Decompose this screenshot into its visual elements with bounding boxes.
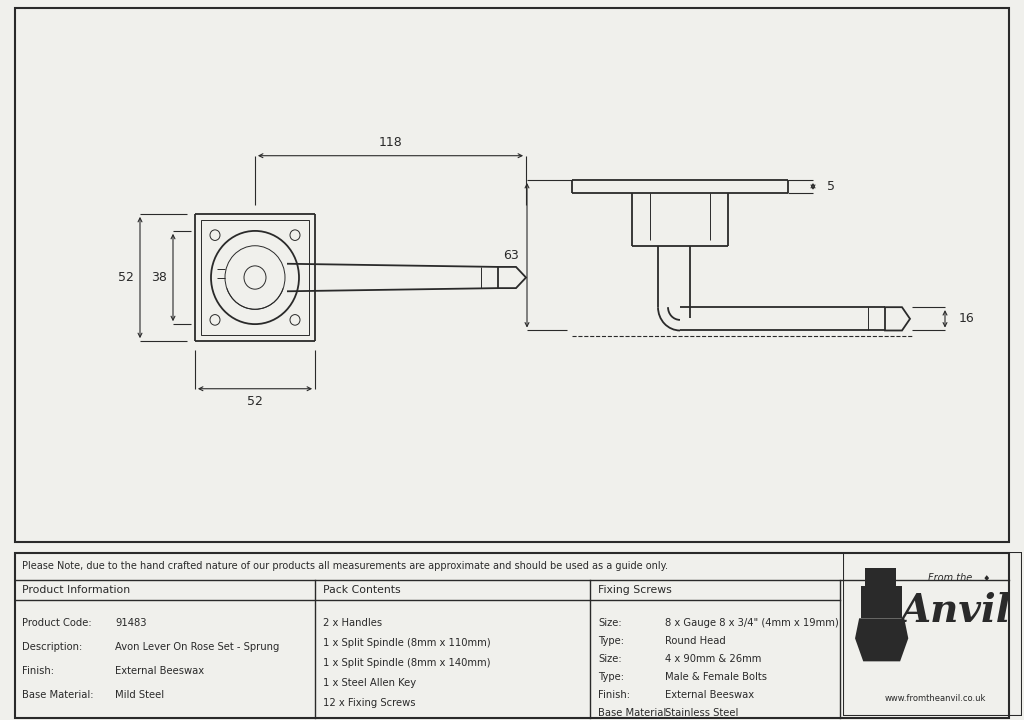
Text: Product Code:: Product Code: <box>22 618 91 628</box>
Text: Stainless Steel: Stainless Steel <box>665 708 738 718</box>
Text: Size:: Size: <box>598 618 622 628</box>
Text: 91483: 91483 <box>115 618 146 628</box>
Text: ♦: ♦ <box>982 574 990 582</box>
Text: 16: 16 <box>959 312 975 325</box>
Text: Type:: Type: <box>598 672 624 682</box>
Text: Pack Contents: Pack Contents <box>323 585 400 595</box>
Text: 2 x Handles: 2 x Handles <box>323 618 382 628</box>
Text: Product Information: Product Information <box>22 585 130 595</box>
Text: Please Note, due to the hand crafted nature of our products all measurements are: Please Note, due to the hand crafted nat… <box>22 562 668 571</box>
Text: Male & Female Bolts: Male & Female Bolts <box>665 672 767 682</box>
Text: 118: 118 <box>379 137 402 150</box>
Text: Fixing Screws: Fixing Screws <box>598 585 672 595</box>
Text: Finish:: Finish: <box>598 690 630 700</box>
Text: 12 x Fixing Screws: 12 x Fixing Screws <box>323 698 416 708</box>
Text: 52: 52 <box>247 395 263 408</box>
Bar <box>201 220 309 335</box>
Text: Avon Lever On Rose Set - Sprung: Avon Lever On Rose Set - Sprung <box>115 642 280 652</box>
Text: www.fromtheanvil.co.uk: www.fromtheanvil.co.uk <box>885 694 985 703</box>
Text: 8 x Gauge 8 x 3/4" (4mm x 19mm): 8 x Gauge 8 x 3/4" (4mm x 19mm) <box>665 618 839 628</box>
Text: 38: 38 <box>152 271 167 284</box>
Text: 1 x Steel Allen Key: 1 x Steel Allen Key <box>323 678 416 688</box>
Polygon shape <box>855 618 908 662</box>
Polygon shape <box>861 568 902 618</box>
Text: Mild Steel: Mild Steel <box>115 690 164 700</box>
Text: Size:: Size: <box>598 654 622 664</box>
Text: External Beeswax: External Beeswax <box>665 690 754 700</box>
Text: 63: 63 <box>503 249 519 262</box>
Text: 1 x Split Spindle (8mm x 110mm): 1 x Split Spindle (8mm x 110mm) <box>323 638 490 648</box>
Text: 4 x 90mm & 26mm: 4 x 90mm & 26mm <box>665 654 762 664</box>
Text: Finish:: Finish: <box>22 666 54 676</box>
Text: Description:: Description: <box>22 642 82 652</box>
Text: 5: 5 <box>827 180 835 193</box>
Text: External Beeswax: External Beeswax <box>115 666 204 676</box>
Text: Base Material:: Base Material: <box>22 690 93 700</box>
Text: Round Head: Round Head <box>665 636 726 646</box>
Text: Base Material:: Base Material: <box>598 708 670 718</box>
Text: Anvil: Anvil <box>900 593 1011 630</box>
Text: 52: 52 <box>118 271 134 284</box>
Text: 1 x Split Spindle (8mm x 140mm): 1 x Split Spindle (8mm x 140mm) <box>323 658 490 668</box>
Text: Type:: Type: <box>598 636 624 646</box>
Text: From the: From the <box>928 573 973 583</box>
